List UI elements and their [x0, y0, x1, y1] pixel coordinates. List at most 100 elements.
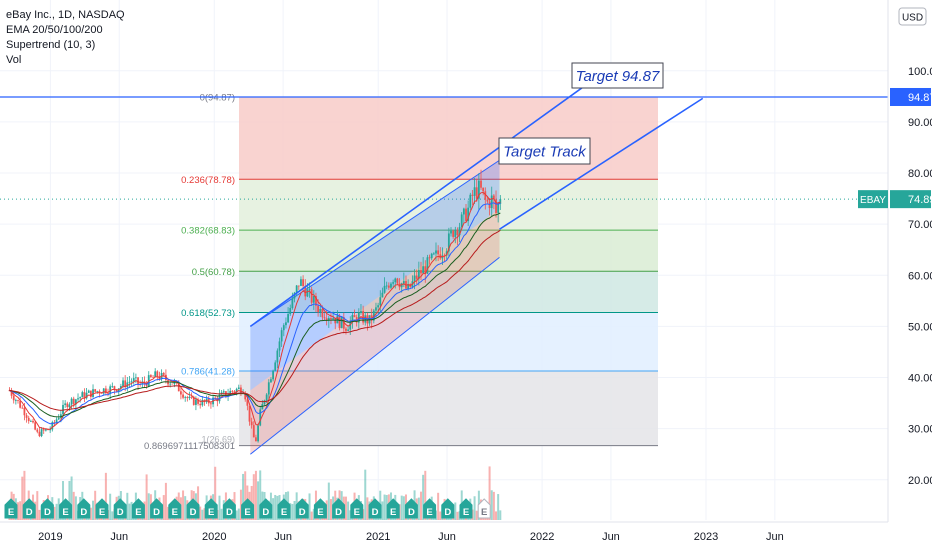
- candle-body: [32, 420, 34, 423]
- dividend-marker: [150, 498, 164, 519]
- candle-body: [177, 382, 180, 392]
- volume-bar: [164, 482, 167, 520]
- candle-body: [492, 195, 495, 200]
- earnings-marker: [350, 498, 364, 519]
- volume-bar: [55, 503, 58, 520]
- price-tick-label: 30.00: [908, 424, 932, 436]
- event-marker-label: E: [99, 507, 105, 518]
- candle-body: [428, 257, 431, 259]
- candle-body: [77, 398, 79, 400]
- candle-body: [447, 233, 450, 252]
- candle-body: [387, 285, 390, 288]
- time-tick-label: Jun: [110, 531, 128, 543]
- candle-body: [102, 388, 105, 394]
- volume-bar: [344, 496, 347, 520]
- volume-bar: [495, 511, 498, 520]
- candle-body: [362, 311, 365, 323]
- candle-body: [240, 387, 242, 394]
- candle-body: [308, 289, 311, 291]
- candle-body: [237, 387, 240, 389]
- candle-body: [317, 305, 320, 312]
- event-marker-label: D: [226, 507, 233, 518]
- dividend-marker: [40, 498, 54, 519]
- candle-body: [338, 315, 341, 329]
- candle-body: [96, 391, 99, 392]
- indicator-volume[interactable]: Vol: [6, 54, 22, 66]
- time-tick-label: 2023: [694, 531, 718, 543]
- volume-bar: [366, 497, 369, 520]
- channel-lower-zone: [250, 208, 500, 455]
- candle-body: [89, 390, 92, 397]
- candle-body: [214, 397, 217, 399]
- candle-body: [259, 409, 262, 426]
- candle-body: [417, 270, 420, 279]
- candle-body: [81, 392, 84, 398]
- event-marker-label: D: [262, 507, 269, 518]
- event-marker-label: E: [426, 507, 432, 518]
- volume-bar: [162, 495, 165, 520]
- event-marker-label: E: [463, 507, 469, 518]
- indicator-ema[interactable]: EMA 20/50/100/200: [6, 24, 103, 36]
- candle-body: [379, 297, 382, 306]
- dividend-marker: [222, 498, 236, 519]
- event-marker-label: E: [281, 507, 287, 518]
- target-trend-line-upper: [249, 67, 610, 328]
- candle-body: [364, 315, 367, 323]
- time-tick-label: Jun: [274, 531, 292, 543]
- candle-body: [154, 371, 157, 378]
- volume-bar: [259, 470, 262, 520]
- candle-body: [306, 289, 309, 297]
- volume-bar: [111, 511, 114, 520]
- volume-bar: [130, 501, 133, 520]
- candle-body: [454, 229, 457, 237]
- candle-body: [469, 194, 472, 208]
- currency-badge: USD: [902, 13, 923, 24]
- candle-body: [265, 394, 268, 401]
- candle-body: [460, 214, 463, 228]
- dividend-marker: [113, 498, 127, 519]
- candle-body: [377, 305, 380, 308]
- candle-body: [270, 379, 272, 383]
- candle-body: [250, 421, 253, 426]
- candle-body: [122, 380, 124, 387]
- ema-lines: [9, 191, 501, 430]
- time-tick-label: 2020: [202, 531, 226, 543]
- candle-body: [482, 187, 485, 192]
- candle-body: [332, 318, 335, 320]
- candle-body: [274, 362, 277, 371]
- fib-zone: [239, 312, 658, 371]
- candle-body: [347, 329, 350, 331]
- volume-bar: [38, 509, 41, 520]
- dividend-marker: [441, 498, 455, 519]
- event-marker-label: E: [390, 507, 396, 518]
- target-track-label: Target Track: [503, 143, 587, 160]
- candle-body: [59, 414, 62, 418]
- fib-level-label: 0.236(78.78): [181, 175, 235, 186]
- volume-bar: [147, 493, 150, 520]
- indicator-supertrend[interactable]: Supertrend (10, 3): [6, 39, 96, 51]
- candle-body: [413, 275, 416, 282]
- volume-bar: [499, 510, 502, 520]
- volume-bar: [439, 511, 442, 520]
- candle-body: [19, 400, 22, 408]
- candle-body: [310, 289, 313, 303]
- volume-bar: [327, 482, 330, 520]
- legend: eBay Inc., 1D, NASDAQ EMA 20/50/100/200 …: [6, 8, 125, 68]
- price-tick-label: 40.00: [908, 373, 932, 385]
- candle-body: [235, 388, 238, 393]
- volume-bar: [184, 496, 187, 520]
- last-price-badge: 74.89: [908, 194, 932, 206]
- price-tick-label: 70.00: [908, 219, 932, 231]
- candle-body: [285, 322, 287, 326]
- symbol-tag: EBAY: [860, 195, 886, 206]
- candle-body: [252, 425, 255, 438]
- time-tick-label: Jun: [438, 531, 456, 543]
- event-marker-label: D: [335, 507, 342, 518]
- candle-body: [351, 315, 354, 322]
- dividend-marker: [259, 498, 273, 519]
- dividend-marker: [295, 498, 309, 519]
- candle-body: [186, 397, 189, 399]
- volume-bar: [381, 501, 384, 520]
- dividend-marker: [404, 498, 418, 519]
